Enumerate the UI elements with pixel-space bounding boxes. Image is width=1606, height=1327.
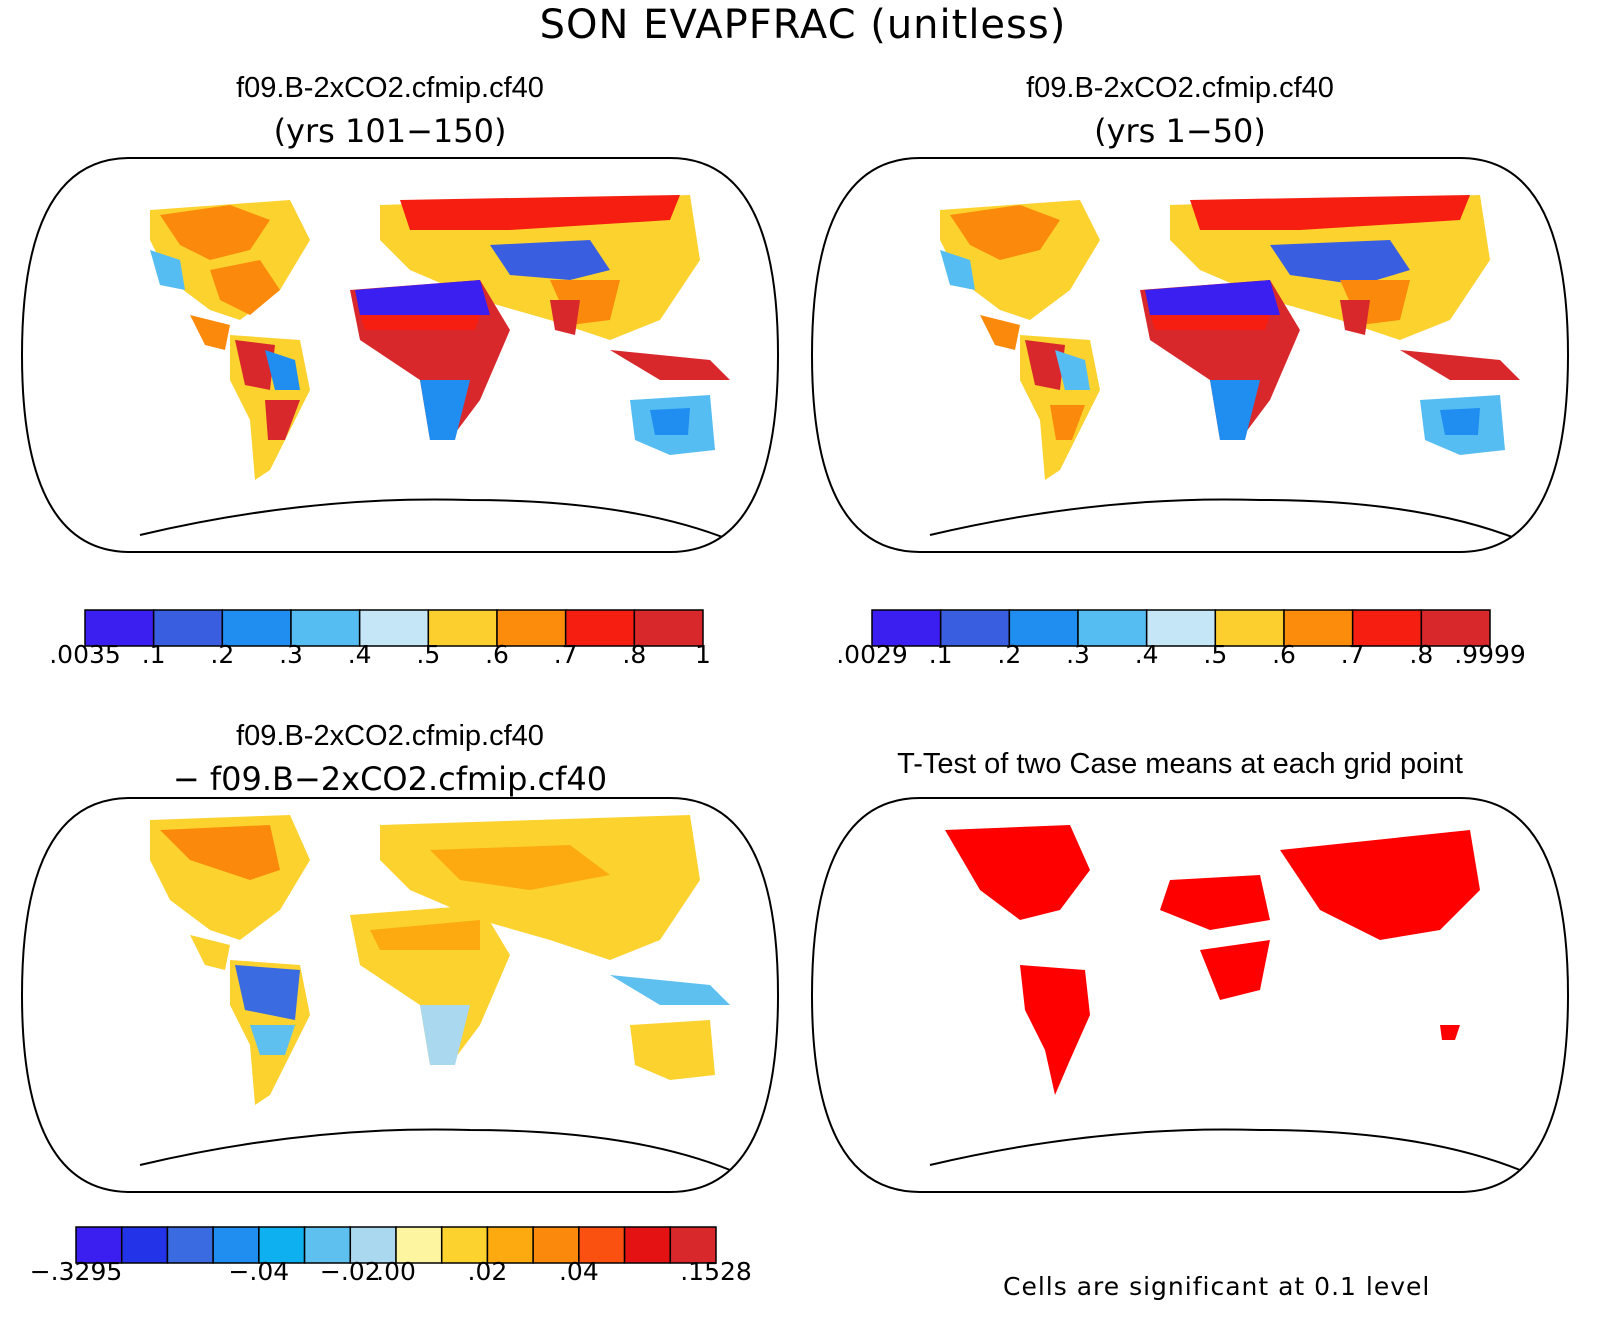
colorbar-tick-label: .6: [485, 640, 509, 669]
significance-note: Cells are significant at 0.1 level: [1003, 1272, 1431, 1301]
colorbar-tick-label: .1: [141, 640, 166, 669]
colorbar-tick-label: .8: [622, 640, 647, 669]
colorbar-swatch: [212, 1226, 260, 1264]
colorbar-swatch: [152, 609, 224, 647]
map-panel-1: [20, 157, 780, 553]
map-panel-2: [810, 157, 1570, 553]
colorbar-swatch: [1283, 609, 1354, 647]
colorbar-tick-label: −.3295: [29, 1257, 123, 1286]
colorbar-tick-label: .7: [553, 640, 578, 669]
colorbar-tick-label: .1: [928, 640, 953, 669]
map-panel-3: [20, 797, 780, 1193]
colorbar-tick-label: .5: [1203, 640, 1228, 669]
colorbar-swatch: [358, 609, 430, 647]
colorbar-tick-label: 1: [695, 640, 711, 669]
colorbar-tick-label: .8: [1409, 640, 1434, 669]
colorbar-swatch: [1420, 609, 1491, 647]
colorbar-swatch: [633, 609, 704, 647]
panel-2-subtitle: (yrs 1−50): [1094, 112, 1266, 150]
colorbar-swatch: [290, 609, 361, 647]
colorbar-tick-label: .0035: [49, 640, 121, 669]
panel-1-subtitle: (yrs 101−150): [273, 112, 507, 150]
colorbar-tick-label: −.04: [228, 1257, 290, 1286]
colorbar-swatch: [1351, 609, 1423, 647]
colorbar-tick-label: .1528: [680, 1257, 752, 1286]
colorbar-swatch: [166, 1226, 214, 1264]
colorbar-tick-label: −.02: [319, 1257, 381, 1286]
colorbar-swatch: [120, 1226, 169, 1264]
colorbar-tick-label: .4: [347, 640, 372, 669]
colorbar-1: [84, 609, 704, 647]
colorbar-swatch: [395, 1226, 443, 1264]
colorbar-swatch: [75, 1226, 123, 1264]
colorbar-tick-label: .2: [997, 640, 1022, 669]
figure-title: SON EVAPFRAC (unitless): [539, 2, 1067, 48]
colorbar-swatch: [221, 609, 292, 647]
colorbar-swatch: [564, 609, 636, 647]
colorbar-tick-label: .3: [1066, 640, 1090, 669]
colorbar-swatch: [427, 609, 498, 647]
panel-4-title: T-Test of two Case means at each grid po…: [897, 748, 1463, 780]
panel-3-subtitle: − f09.B−2xCO2.cfmip.cf40: [172, 760, 608, 798]
colorbar-swatch: [871, 609, 942, 647]
colorbar-tick-label: .3: [279, 640, 303, 669]
panel-2-title: f09.B-2xCO2.cfmip.cf40: [1026, 72, 1334, 104]
colorbar-swatch: [1008, 609, 1079, 647]
colorbar-swatch: [578, 1226, 626, 1264]
colorbar-tick-label: .4: [1134, 640, 1159, 669]
panel-1-title: f09.B-2xCO2.cfmip.cf40: [236, 72, 544, 104]
colorbar-swatch: [623, 1226, 672, 1264]
panel-3-title: f09.B-2xCO2.cfmip.cf40: [236, 720, 544, 752]
colorbar-swatch: [1077, 609, 1148, 647]
map-panel-4: [810, 797, 1570, 1193]
colorbar-tick-label: .2: [210, 640, 235, 669]
colorbar-tick-label: .00: [376, 1257, 416, 1286]
colorbar-tick-label: .5: [416, 640, 441, 669]
colorbar-tick-label: .6: [1272, 640, 1296, 669]
colorbar-swatch: [1145, 609, 1217, 647]
colorbar-swatch: [939, 609, 1011, 647]
colorbar-swatch: [84, 609, 155, 647]
colorbar-tick-label: .9999: [1454, 640, 1526, 669]
colorbar-3: [75, 1226, 717, 1264]
colorbar-2: [871, 609, 1491, 647]
colorbar-swatch: [669, 1226, 717, 1264]
colorbar-tick-label: .7: [1340, 640, 1365, 669]
colorbar-tick-label: .04: [558, 1257, 599, 1286]
colorbar-tick-label: .02: [467, 1257, 508, 1286]
colorbar-swatch: [1214, 609, 1285, 647]
colorbar-tick-label: .0029: [836, 640, 908, 669]
